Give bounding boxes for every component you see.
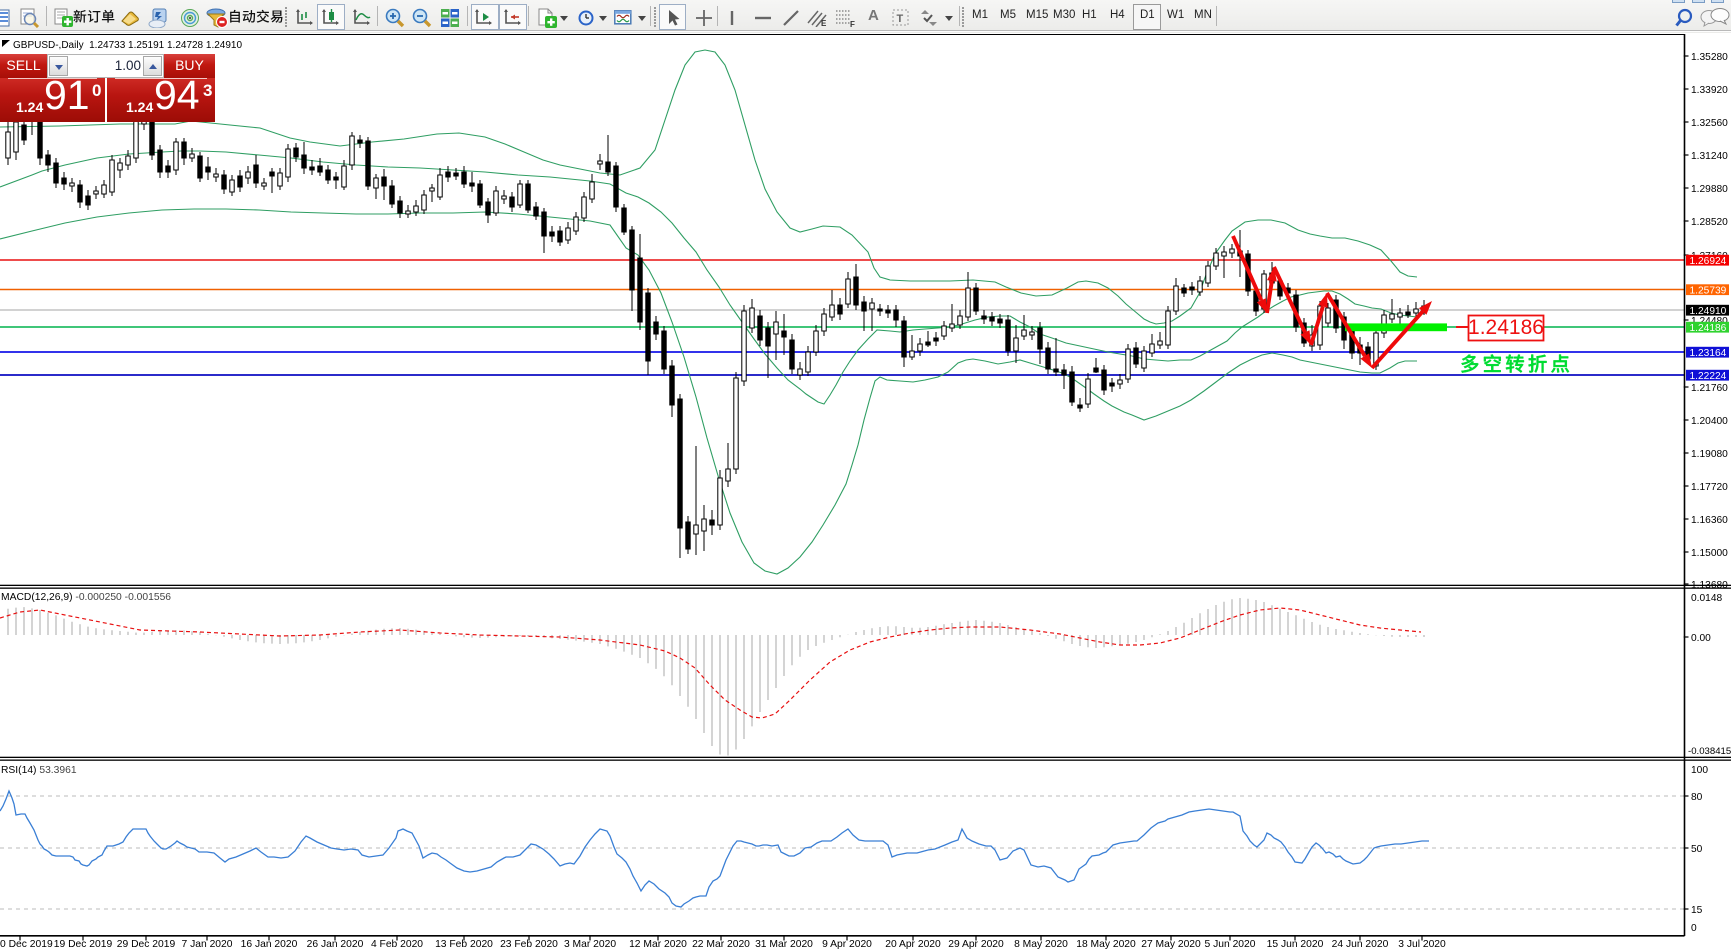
svg-text:23 Feb 2020: 23 Feb 2020 [500,939,558,950]
svg-text:24 Jun 2020: 24 Jun 2020 [1332,939,1389,950]
svg-text:5 Jun 2020: 5 Jun 2020 [1205,939,1256,950]
svg-text:29 Apr 2020: 29 Apr 2020 [948,939,1004,950]
svg-text:8 May 2020: 8 May 2020 [1014,939,1068,950]
svg-text:1.32560: 1.32560 [1691,118,1728,129]
svg-text:T: T [897,13,904,25]
svg-text:100: 100 [1691,765,1708,776]
svg-text:1.21760: 1.21760 [1691,383,1728,394]
svg-text:1.24186: 1.24186 [1468,316,1544,339]
svg-text:1.31240: 1.31240 [1691,151,1728,162]
svg-text:9 Apr 2020: 9 Apr 2020 [822,939,872,950]
svg-text:1.16360: 1.16360 [1691,515,1728,526]
svg-text:50: 50 [1691,844,1703,855]
svg-text:-0.038415: -0.038415 [1688,746,1731,757]
svg-text:RSI(14) 53.3961: RSI(14) 53.3961 [1,765,77,776]
svg-text:0.00: 0.00 [1691,633,1711,644]
svg-text:13 Feb 2020: 13 Feb 2020 [435,939,493,950]
svg-text:1.35280: 1.35280 [1691,52,1728,63]
svg-text:E: E [821,19,827,27]
svg-text:22 Mar 2020: 22 Mar 2020 [692,939,750,950]
svg-text:1.24480: 1.24480 [1691,316,1728,327]
svg-text:15: 15 [1691,905,1703,916]
svg-text:26 Jan 2020: 26 Jan 2020 [307,939,364,950]
svg-text:1.26924: 1.26924 [1690,256,1727,267]
svg-text:3 Mar 2020: 3 Mar 2020 [564,939,616,950]
svg-text:0.0148: 0.0148 [1691,593,1722,604]
svg-text:31 Mar 2020: 31 Mar 2020 [755,939,813,950]
svg-text:1.33920: 1.33920 [1691,85,1728,96]
svg-text:MACD(12,26,9) -0.000250 -0.001: MACD(12,26,9) -0.000250 -0.001556 [1,592,171,603]
svg-text:16 Jan 2020: 16 Jan 2020 [241,939,298,950]
svg-text:1.28520: 1.28520 [1691,217,1728,228]
svg-text:27 May 2020: 27 May 2020 [1141,939,1201,950]
svg-text:0 Dec 2019: 0 Dec 2019 [0,939,53,950]
svg-text:1.24910: 1.24910 [1690,306,1727,317]
svg-text:1.19080: 1.19080 [1691,449,1728,460]
svg-text:1.23164: 1.23164 [1690,348,1727,359]
svg-text:4 Feb 2020: 4 Feb 2020 [371,939,423,950]
svg-text:7 Jan 2020: 7 Jan 2020 [182,939,233,950]
svg-text:12 Mar 2020: 12 Mar 2020 [629,939,687,950]
svg-text:0: 0 [1691,923,1697,934]
svg-text:1.24186: 1.24186 [1690,323,1727,334]
svg-text:3 Jul 2020: 3 Jul 2020 [1398,939,1446,950]
svg-text:1.13680: 1.13680 [1691,580,1728,591]
svg-text:1.22224: 1.22224 [1690,371,1727,382]
svg-text:1.17720: 1.17720 [1691,482,1728,493]
svg-text:80: 80 [1691,792,1703,803]
svg-text:20 Apr 2020: 20 Apr 2020 [885,939,941,950]
svg-text:19 Dec 2019: 19 Dec 2019 [54,939,113,950]
svg-text:15 Jun 2020: 15 Jun 2020 [1267,939,1324,950]
svg-text:1.20400: 1.20400 [1691,416,1728,427]
svg-text:29 Dec 2019: 29 Dec 2019 [117,939,176,950]
svg-text:1.25739: 1.25739 [1690,285,1727,296]
svg-text:F: F [850,20,855,27]
svg-text:1.29880: 1.29880 [1691,184,1728,195]
svg-text:GBPUSD-,Daily 1.24733 1.25191: GBPUSD-,Daily 1.24733 1.25191 1.24728 1.… [13,40,242,51]
svg-text:1.15000: 1.15000 [1691,548,1728,559]
svg-text:18 May 2020: 18 May 2020 [1076,939,1136,950]
